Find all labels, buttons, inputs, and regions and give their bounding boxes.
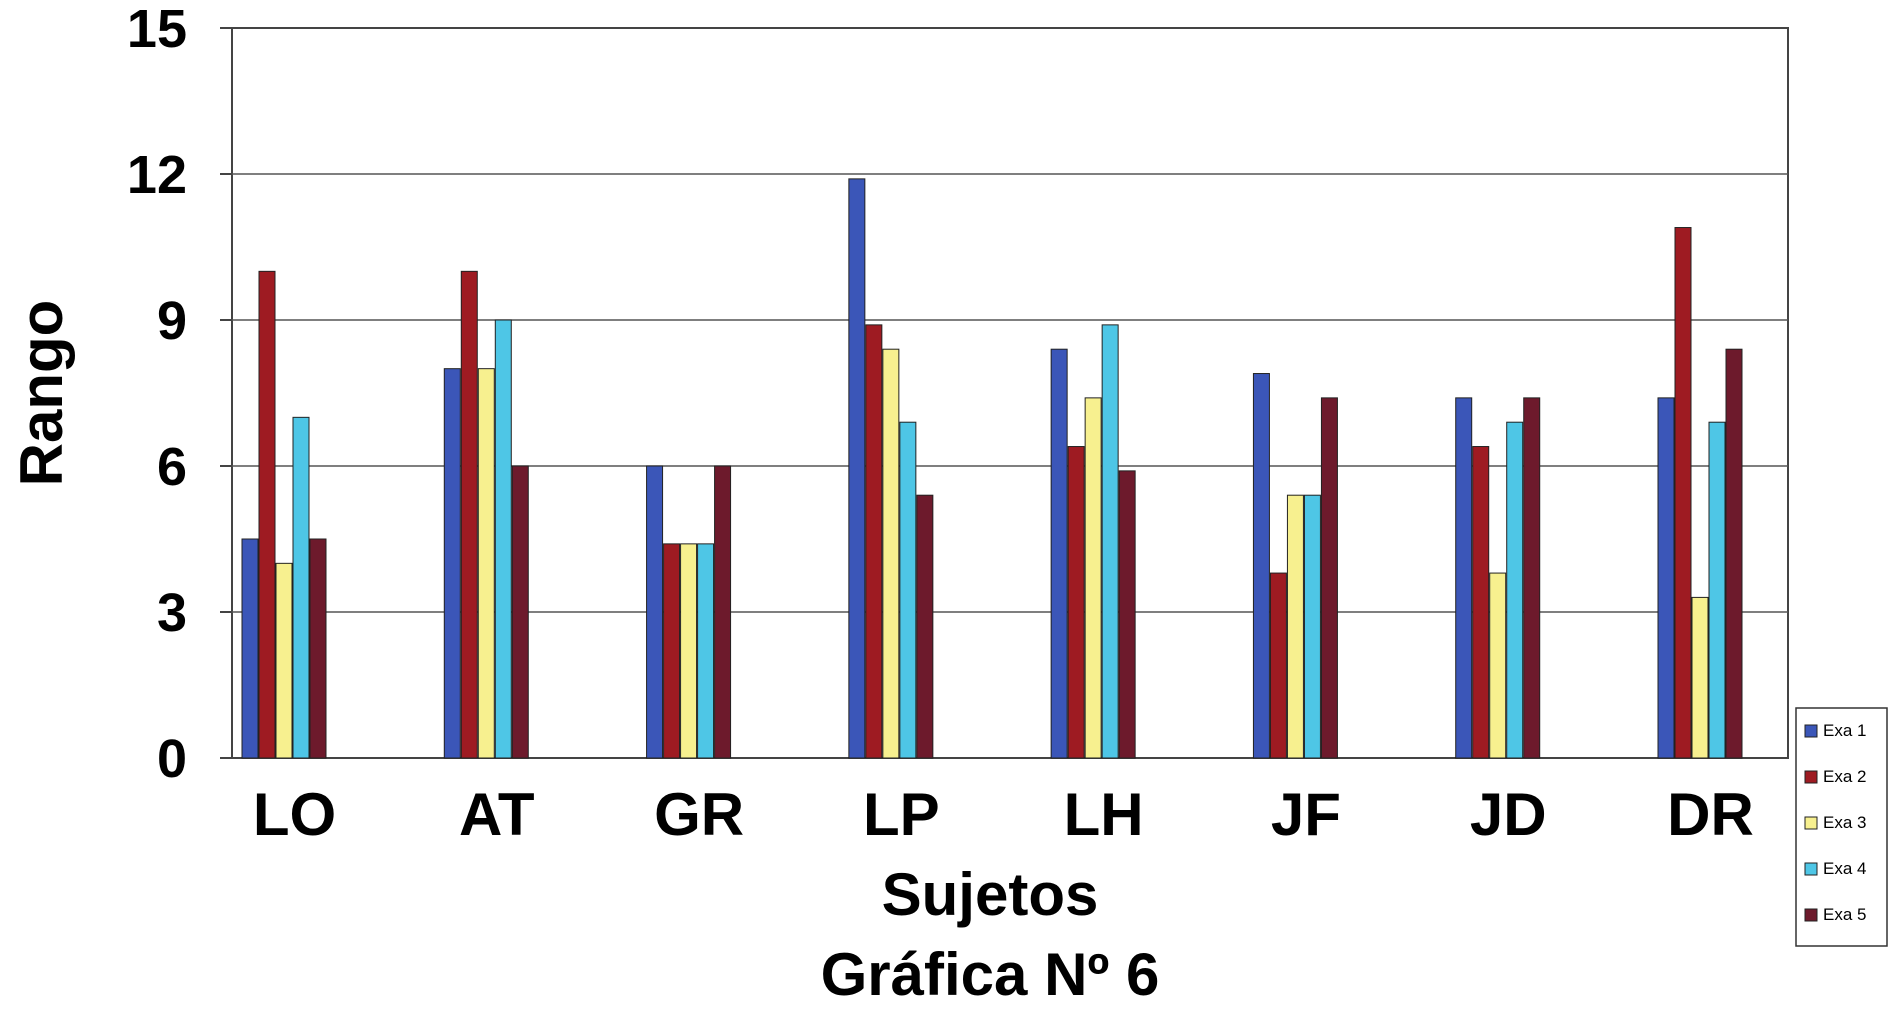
bar-lp-2 bbox=[865, 324, 883, 759]
bar-lh-3 bbox=[1084, 397, 1102, 759]
legend: Exa 1 Exa 2 Exa 3 Exa 4 Exa 5 bbox=[1795, 707, 1888, 947]
y-tick-label: 3 bbox=[157, 583, 187, 643]
bar-lh-2 bbox=[1067, 446, 1085, 759]
bar-lh-5 bbox=[1118, 470, 1136, 759]
bar-lp-4 bbox=[899, 421, 917, 759]
x-tick-label: LO bbox=[253, 781, 336, 848]
bar-lo-5 bbox=[309, 538, 327, 759]
bar-jf-5 bbox=[1320, 397, 1338, 759]
bar-jf-4 bbox=[1303, 494, 1321, 759]
bar-lo-3 bbox=[275, 562, 293, 759]
bar-dr-2 bbox=[1674, 227, 1692, 759]
bar-gr-3 bbox=[680, 543, 698, 759]
bar-at-1 bbox=[443, 368, 461, 759]
legend-swatch bbox=[1804, 724, 1818, 738]
bar-gr-2 bbox=[663, 543, 681, 759]
bars bbox=[241, 178, 1743, 759]
x-axis-title: Sujetos bbox=[882, 861, 1099, 928]
bar-gr-5 bbox=[714, 465, 732, 759]
y-tick-label: 15 bbox=[127, 0, 187, 59]
y-tick-label: 0 bbox=[157, 729, 187, 789]
bar-jf-1 bbox=[1252, 373, 1270, 759]
bar-dr-4 bbox=[1708, 421, 1726, 759]
bar-lo-2 bbox=[258, 270, 276, 759]
legend-label: Exa 2 bbox=[1823, 767, 1866, 786]
y-axis-title: Rango bbox=[8, 300, 75, 487]
bar-dr-1 bbox=[1657, 397, 1675, 759]
legend-label: Exa 3 bbox=[1823, 813, 1866, 832]
bar-gr-1 bbox=[646, 465, 664, 759]
bar-jd-1 bbox=[1455, 397, 1473, 759]
legend-swatch bbox=[1804, 816, 1818, 830]
legend-swatch bbox=[1804, 770, 1818, 784]
y-axis-ticks: 0 3 6 9 12 15 bbox=[127, 0, 232, 789]
bar-lp-3 bbox=[882, 348, 900, 759]
x-tick-label: AT bbox=[459, 781, 535, 848]
bar-jf-2 bbox=[1269, 572, 1287, 759]
x-axis-ticks: LO AT GR LP LH JF JD DR bbox=[253, 781, 1754, 848]
x-tick-label: JF bbox=[1271, 781, 1341, 848]
x-tick-label: JD bbox=[1470, 781, 1547, 848]
y-tick-label: 9 bbox=[157, 291, 187, 351]
bar-at-2 bbox=[460, 270, 478, 759]
bar-gr-4 bbox=[697, 543, 715, 759]
bar-jf-3 bbox=[1286, 494, 1304, 759]
bar-dr-3 bbox=[1691, 596, 1709, 759]
x-tick-label: DR bbox=[1667, 781, 1754, 848]
bar-at-5 bbox=[511, 465, 529, 759]
legend-label: Exa 5 bbox=[1823, 905, 1866, 924]
y-tick-label: 6 bbox=[157, 437, 187, 497]
legend-label: Exa 4 bbox=[1823, 859, 1866, 878]
bar-lh-4 bbox=[1101, 324, 1119, 759]
legend-swatch bbox=[1804, 908, 1818, 922]
bar-jd-2 bbox=[1472, 446, 1490, 759]
x-tick-label: GR bbox=[654, 781, 744, 848]
x-tick-label: LH bbox=[1064, 781, 1144, 848]
bar-lo-1 bbox=[241, 538, 259, 759]
bar-dr-5 bbox=[1725, 348, 1743, 759]
y-tick-label: 12 bbox=[127, 145, 187, 205]
bar-lo-4 bbox=[292, 416, 310, 759]
bar-at-3 bbox=[477, 368, 495, 759]
legend-label: Exa 1 bbox=[1823, 721, 1866, 740]
legend-swatch bbox=[1804, 862, 1818, 876]
bar-jd-5 bbox=[1523, 397, 1541, 759]
bar-lp-5 bbox=[916, 494, 934, 759]
bar-at-4 bbox=[494, 319, 512, 759]
bar-lp-1 bbox=[848, 178, 866, 759]
bar-jd-4 bbox=[1506, 421, 1524, 759]
bar-jd-3 bbox=[1489, 572, 1507, 759]
x-tick-label: LP bbox=[863, 781, 940, 848]
bar-lh-1 bbox=[1050, 348, 1068, 759]
chart-title: Gráfica Nº 6 bbox=[821, 941, 1160, 1008]
